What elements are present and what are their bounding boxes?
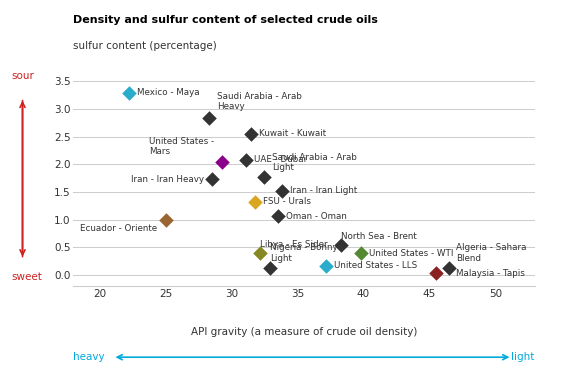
Point xyxy=(356,250,365,256)
Point xyxy=(218,159,227,165)
Text: Libya - Es Sider: Libya - Es Sider xyxy=(261,240,328,249)
Text: Algeria - Sahara
Blend: Algeria - Sahara Blend xyxy=(455,243,526,262)
Point xyxy=(277,188,286,194)
Text: North Sea - Brent: North Sea - Brent xyxy=(341,232,417,241)
Text: sulfur content (percentage): sulfur content (percentage) xyxy=(73,41,217,52)
Text: Iran - Iran Heavy: Iran - Iran Heavy xyxy=(131,175,204,184)
Text: API gravity (a measure of crude oil density): API gravity (a measure of crude oil dens… xyxy=(191,327,417,337)
Point xyxy=(251,199,260,205)
Point xyxy=(337,242,346,248)
Text: Saudi Arabia - Arab
Light: Saudi Arabia - Arab Light xyxy=(272,153,358,172)
Text: United States - WTI: United States - WTI xyxy=(369,249,453,258)
Point xyxy=(161,217,170,223)
Text: UAE - Dubai: UAE - Dubai xyxy=(254,155,306,164)
Point xyxy=(260,174,269,180)
Point xyxy=(273,213,282,219)
Point xyxy=(445,265,454,271)
Text: heavy: heavy xyxy=(73,352,105,362)
Text: Density and sulfur content of selected crude oils: Density and sulfur content of selected c… xyxy=(73,15,378,25)
Text: Mexico - Maya: Mexico - Maya xyxy=(136,88,199,97)
Text: sweet: sweet xyxy=(11,272,42,282)
Point xyxy=(431,270,440,276)
Text: Nigeria - Bonny
Light: Nigeria - Bonny Light xyxy=(270,243,337,262)
Point xyxy=(207,176,216,182)
Text: Ecuador - Oriente: Ecuador - Oriente xyxy=(81,224,158,233)
Text: Kuwait - Kuwait: Kuwait - Kuwait xyxy=(259,129,327,138)
Text: Malaysia - Tapis: Malaysia - Tapis xyxy=(455,268,525,277)
Text: Saudi Arabia - Arab
Heavy: Saudi Arabia - Arab Heavy xyxy=(217,92,302,111)
Text: Oman - Oman: Oman - Oman xyxy=(285,212,346,221)
Point xyxy=(265,265,274,271)
Point xyxy=(242,157,251,163)
Text: light: light xyxy=(511,352,535,362)
Point xyxy=(247,131,256,137)
Point xyxy=(124,89,133,96)
Text: United States -
Mars: United States - Mars xyxy=(149,136,215,156)
Point xyxy=(256,250,265,256)
Text: sour: sour xyxy=(11,71,34,82)
Text: Iran - Iran Light: Iran - Iran Light xyxy=(289,186,357,195)
Text: FSU - Urals: FSU - Urals xyxy=(263,197,311,206)
Point xyxy=(322,263,331,269)
Point xyxy=(204,115,213,121)
Text: United States - LLS: United States - LLS xyxy=(334,261,418,270)
